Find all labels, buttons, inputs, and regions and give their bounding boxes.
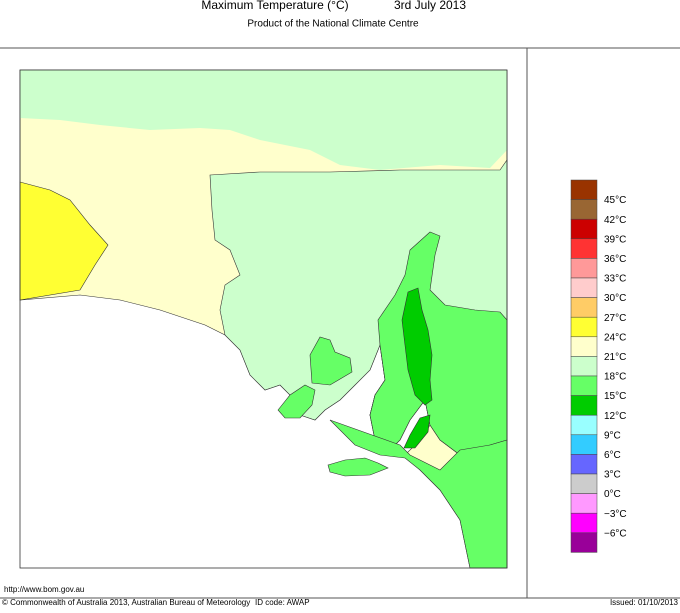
region-15 bbox=[277, 384, 316, 419]
legend-label: −3°C bbox=[604, 509, 627, 520]
copyright: © Commonwealth of Australia 2013, Austra… bbox=[2, 598, 250, 607]
legend-label: 36°C bbox=[604, 254, 626, 265]
legend-label: 33°C bbox=[604, 274, 626, 285]
region-24 bbox=[19, 181, 109, 301]
legend: 45°C 42°C 39°C 36°C 33°C 30°C 27°C 24°C 21°C 18°C… bbox=[570, 179, 627, 553]
legend-label: 9°C bbox=[604, 430, 621, 441]
region-18 bbox=[20, 70, 507, 170]
legend-label: 21°C bbox=[604, 352, 626, 363]
id-code: ID code: AWAP bbox=[255, 598, 310, 607]
region-12 bbox=[403, 414, 431, 449]
url: http://www.bom.gov.au bbox=[4, 585, 84, 594]
legend-swatch bbox=[570, 199, 598, 220]
legend-swatch bbox=[570, 454, 598, 475]
legend-swatch bbox=[570, 434, 598, 455]
map-border bbox=[19, 69, 508, 569]
legend-label: 6°C bbox=[604, 450, 621, 461]
legend-label: 27°C bbox=[604, 313, 626, 324]
legend-swatch bbox=[570, 297, 598, 318]
legend-swatch bbox=[570, 336, 598, 357]
legend-swatch bbox=[570, 375, 598, 396]
region-12 bbox=[401, 287, 433, 406]
issued: Issued: 01/10/2013 bbox=[610, 598, 679, 607]
kangaroo-island bbox=[327, 457, 389, 477]
legend-label: 24°C bbox=[604, 332, 626, 343]
legend-label: 15°C bbox=[604, 391, 626, 402]
date: 3rd July 2013 bbox=[394, 0, 466, 12]
legend-swatch bbox=[570, 414, 598, 436]
legend-swatch bbox=[570, 218, 598, 240]
legend-swatch bbox=[570, 277, 598, 298]
legend-swatch bbox=[570, 473, 598, 494]
legend-swatch bbox=[570, 493, 598, 514]
title: Maximum Temperature (°C) bbox=[201, 0, 348, 12]
legend-label: −6°C bbox=[604, 528, 627, 539]
legend-label: 0°C bbox=[604, 489, 621, 500]
subtitle: Product of the National Climate Centre bbox=[247, 19, 419, 30]
region-15 bbox=[369, 231, 508, 456]
legend-swatch bbox=[570, 258, 598, 279]
legend-label: 12°C bbox=[604, 411, 626, 422]
legend-swatch bbox=[570, 316, 598, 338]
legend-swatch bbox=[570, 356, 598, 377]
region-15 bbox=[309, 336, 353, 386]
legend-swatch bbox=[570, 238, 598, 259]
map bbox=[19, 69, 508, 569]
legend-label: 18°C bbox=[604, 372, 626, 383]
legend-label: 45°C bbox=[604, 195, 626, 206]
legend-label: 30°C bbox=[604, 293, 626, 304]
legend-swatch bbox=[570, 395, 598, 416]
legend-label: 3°C bbox=[604, 470, 621, 481]
legend-swatch bbox=[570, 532, 598, 553]
legend-label: 39°C bbox=[604, 234, 626, 245]
legend-label: 42°C bbox=[604, 215, 626, 226]
legend-swatch bbox=[570, 179, 598, 200]
legend-swatch bbox=[570, 512, 598, 534]
